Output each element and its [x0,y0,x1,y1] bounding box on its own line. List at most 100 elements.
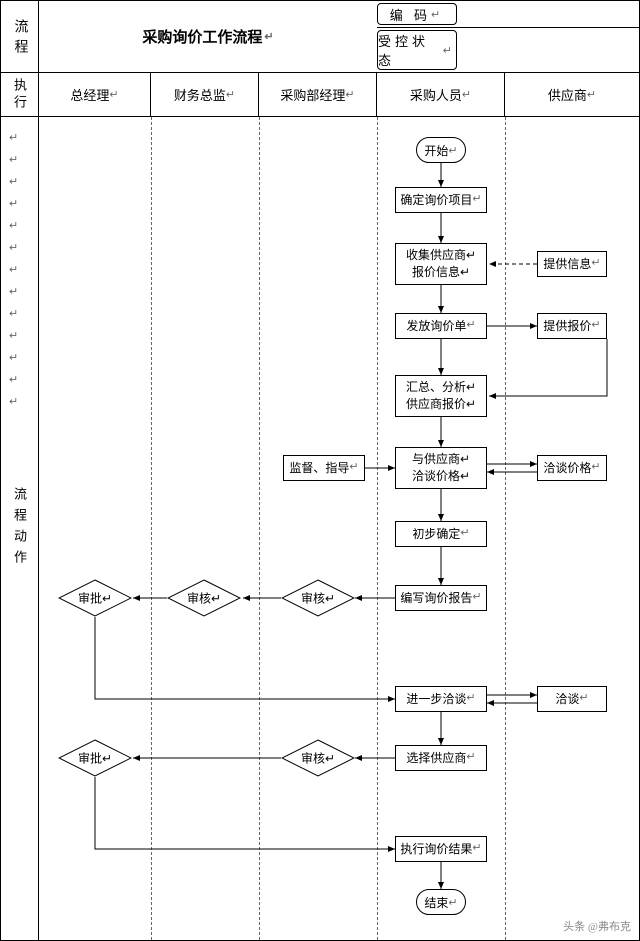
body-side-label: 流程动作 [1,117,39,940]
node-negotiate-price: 洽谈价格↵ [537,455,607,481]
header-code-row: 编 码↵ [377,1,639,28]
cr-column: ↵↵↵↵↵↵↵↵↵↵↵↵↵ [9,127,18,413]
code-value [457,1,639,27]
node-text: 发放询价单 [406,318,466,335]
body-side-text: 流程动作 [10,487,29,571]
swimlane-side-text: 执行 [10,78,29,112]
flowchart-container: 流程 采购询价工作流程↵ 编 码↵ 受控状态↵ 执行 总经理↵ [0,0,640,941]
node-text: 收集供应商↵报价信息↵ [406,247,476,281]
decision-review-2: 审核↵ [167,579,241,617]
cr-mark: ↵ [591,318,600,333]
cr-mark: ↵ [443,44,456,57]
cr-mark: ↵ [349,460,358,475]
node-text: 汇总、分析↵供应商报价↵ [406,379,476,413]
status-value [457,28,639,72]
node-negotiate-2: 洽谈↵ [537,686,607,712]
lane-col-5: 供应商↵ [505,73,639,116]
cr-mark: ↵ [109,88,118,101]
lane-label: 采购部经理 [280,85,345,104]
node-text: 洽谈价格 [543,460,591,477]
node-text: 确定询价项目 [400,192,472,209]
lane-divider [377,117,378,940]
cr-mark: ↵ [448,144,457,157]
header-title-cell: 采购询价工作流程↵ [39,1,377,72]
body: 流程动作 ↵ ↵ ↵ ↵ ↵ ↵ ↵ ↵ ↵ ↵ ↵ ↵ ↵ [1,117,639,940]
node-text: 监督、指导 [289,460,349,477]
canvas: ↵ ↵ ↵ ↵ ↵ ↵ ↵ ↵ ↵ ↵ ↵ ↵ ↵ [39,117,639,940]
code-label-text: 编 码 [390,5,431,24]
cr-mark: ↵ [472,590,481,605]
node-provide-quote: 提供报价↵ [537,313,607,339]
cr-mark: ↵ [579,691,588,706]
cr-mark: ↵ [466,318,475,333]
cr-mark: ↵ [345,88,354,101]
lane-col-3: 采购部经理↵ [259,73,377,116]
node-execute-result: 执行询价结果↵ [395,836,487,862]
header-title: 采购询价工作流程 [142,26,262,47]
cr-mark: ↵ [448,896,457,909]
cr-mark: ↵ [472,192,481,207]
cr-mark: ↵ [472,841,481,856]
lane-col-4: 采购人员↵ [377,73,505,116]
node-text: 与供应商↵洽谈价格↵ [412,451,470,485]
lane-divider [259,117,260,940]
node-further-negotiate: 进一步洽谈↵ [395,686,487,712]
node-text: 进一步洽谈 [406,691,466,708]
lane-label: 供应商 [548,85,587,104]
lane-col-1: 总经理↵ [39,73,151,116]
node-text: 编写询价报告 [400,590,472,607]
header: 流程 采购询价工作流程↵ 编 码↵ 受控状态↵ [1,1,639,73]
header-left-label: 流程 [1,1,39,72]
cr-mark: ↵ [587,88,596,101]
node-confirm-item: 确定询价项目↵ [395,187,487,213]
lane-divider [151,117,152,940]
node-text: 审核↵ [187,590,221,607]
node-text: 初步确定 [412,526,460,543]
decision-approve-1: 审批↵ [58,579,132,617]
decision-approve-2: 审批↵ [58,739,132,777]
code-label: 编 码↵ [377,3,457,25]
cr-mark: ↵ [591,256,600,271]
lane-label: 采购人员 [410,85,462,104]
connectors-svg [39,117,639,940]
lane-divider [505,117,506,940]
cr-mark: ↵ [264,30,273,43]
node-text: 结束 [424,894,448,911]
watermark: 头条 @弗布克 [563,918,631,934]
decision-review-4: 审核↵ [281,739,355,777]
cr-mark: ↵ [466,750,475,765]
header-right: 编 码↵ 受控状态↵ [377,1,639,72]
node-end: 结束↵ [416,889,466,915]
cr-mark: ↵ [591,460,600,475]
status-label: 受控状态↵ [377,30,457,70]
header-left-text: 流程 [10,19,30,59]
node-supervise: 监督、指导↵ [283,455,365,481]
node-collect-quotes: 收集供应商↵报价信息↵ [395,243,487,285]
cr-mark: ↵ [462,88,471,101]
cr-mark: ↵ [466,691,475,706]
swimlane-side-label: 执行 [1,73,39,116]
node-text: 审批↵ [78,750,112,767]
lane-col-2: 财务总监↵ [151,73,259,116]
lane-label: 总经理 [70,85,109,104]
decision-review-3: 审核↵ [281,579,355,617]
node-negotiate: 与供应商↵洽谈价格↵ [395,447,487,489]
node-text: 审批↵ [78,590,112,607]
swimlane-header: 执行 总经理↵ 财务总监↵ 采购部经理↵ 采购人员↵ 供应商↵ [1,73,639,117]
lane-label: 财务总监 [174,85,226,104]
status-label-text: 受控状态 [378,31,443,69]
cr-mark: ↵ [226,88,235,101]
node-text: 选择供应商 [406,750,466,767]
node-start: 开始↵ [416,137,466,163]
node-analyze: 汇总、分析↵供应商报价↵ [395,375,487,417]
node-text: 洽谈 [555,691,579,708]
cr-mark: ↵ [431,8,444,21]
node-initial-confirm: 初步确定↵ [395,521,487,547]
cr-mark: ↵ [460,526,469,541]
node-supply-info: 提供信息↵ [537,251,607,277]
node-text: 开始 [424,142,448,159]
node-send-rfq: 发放询价单↵ [395,313,487,339]
node-text: 审核↵ [301,750,335,767]
node-text: 提供信息 [543,256,591,273]
header-status-row: 受控状态↵ [377,28,639,72]
